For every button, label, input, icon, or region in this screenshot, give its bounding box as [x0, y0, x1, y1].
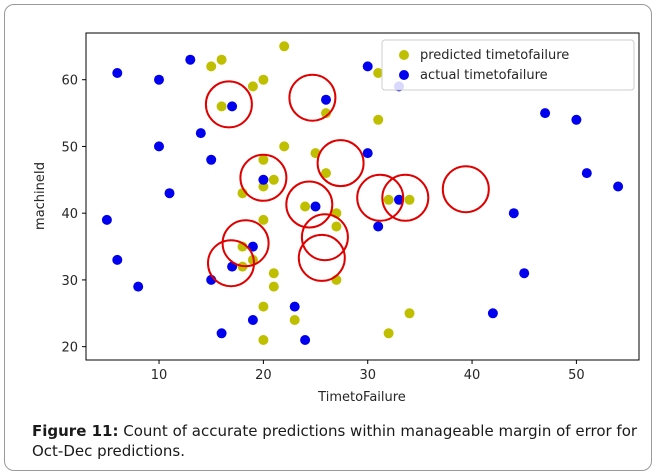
y-tick-label: 20 — [61, 341, 78, 356]
legend-box — [381, 39, 635, 91]
actual-point — [247, 315, 258, 325]
actual-point — [540, 108, 551, 119]
y-tick-label: 40 — [61, 207, 78, 222]
actual-point — [195, 128, 206, 139]
annotation-circle — [207, 239, 255, 288]
annotation-circle — [239, 153, 288, 202]
y-tick-label: 30 — [61, 274, 78, 289]
x-axis-label: TimetoFailure — [317, 390, 406, 405]
actual-point — [154, 141, 164, 152]
predicted-point — [373, 114, 384, 125]
actual-point — [216, 328, 227, 339]
annotation-circle — [381, 173, 430, 222]
actual-point — [394, 194, 404, 205]
legend: predicted timetofailure actual timetofai… — [381, 39, 635, 91]
y-tick-label: 50 — [61, 140, 78, 155]
predicted-point — [258, 74, 269, 85]
predicted-point — [279, 141, 290, 152]
actual-point — [362, 61, 373, 72]
predicted-point — [404, 194, 415, 205]
plot-area — [85, 32, 640, 361]
legend-label-predicted: predicted timetofailure — [420, 48, 569, 63]
actual-point — [258, 174, 269, 185]
predicted-point — [383, 328, 394, 339]
actual-point — [101, 214, 112, 225]
actual-point — [508, 208, 519, 219]
actual-point — [185, 54, 196, 65]
predicted-point — [258, 301, 269, 312]
actual-point — [154, 74, 164, 85]
actual-point — [289, 301, 300, 312]
points-layer — [101, 41, 624, 345]
predicted-point — [216, 54, 227, 65]
y-tick-label: 60 — [61, 74, 78, 89]
actual-point — [300, 335, 311, 345]
x-tick-label: 30 — [359, 368, 376, 383]
x-tick-label: 20 — [255, 368, 272, 383]
scatter-chart: 10 20 30 40 50 20 30 40 50 60 TimetoFailure machi… — [33, 32, 640, 405]
predicted-point — [300, 201, 311, 212]
x-tick-label: 10 — [151, 368, 168, 383]
annotation-circle — [204, 80, 253, 129]
actual-point — [206, 154, 217, 165]
predicted-point — [321, 168, 331, 179]
x-tick-label: 50 — [568, 368, 585, 383]
legend-marker-actual — [399, 70, 409, 80]
actual-point — [613, 181, 624, 192]
actual-point — [227, 101, 238, 112]
actual-point — [571, 114, 582, 125]
predicted-point — [279, 41, 290, 52]
predicted-point — [247, 81, 258, 92]
predicted-point — [404, 308, 415, 319]
annotation-circle — [356, 173, 405, 222]
actual-point — [133, 281, 144, 292]
predicted-point — [268, 174, 279, 185]
actual-point — [112, 254, 123, 265]
actual-point — [321, 94, 331, 105]
legend-marker-predicted — [399, 50, 409, 60]
annotation-circles — [204, 73, 490, 288]
annotation-circle — [300, 213, 349, 262]
predicted-point — [289, 315, 300, 325]
annotation-circle — [316, 139, 365, 188]
figure-caption: Figure 11: Count of accurate predictions… — [32, 421, 642, 461]
annotation-circle — [285, 180, 334, 229]
predicted-point — [321, 108, 331, 119]
annotation-circle — [288, 73, 337, 122]
predicted-point — [206, 61, 217, 72]
predicted-point — [331, 221, 342, 232]
actual-point — [164, 188, 175, 199]
legend-label-actual: actual timetofailure — [420, 68, 548, 83]
predicted-point — [258, 335, 269, 345]
actual-point — [519, 268, 530, 279]
predicted-point — [258, 214, 269, 225]
actual-point — [362, 148, 373, 159]
actual-point — [581, 168, 592, 179]
actual-point — [310, 201, 321, 212]
y-axis-label: machineId — [33, 162, 48, 230]
predicted-point — [383, 194, 394, 205]
actual-point — [373, 221, 384, 232]
annotation-circle — [297, 233, 346, 282]
predicted-point — [373, 68, 384, 78]
annotation-circle — [441, 165, 490, 214]
annotation-circle — [221, 219, 270, 268]
x-tick-label: 40 — [464, 368, 481, 383]
axis-ticks: 10 20 30 40 50 20 30 40 50 60 — [61, 74, 584, 383]
predicted-point — [268, 281, 279, 292]
actual-point — [112, 68, 123, 78]
predicted-point — [268, 268, 279, 279]
caption-label: Figure 11: — [32, 422, 119, 440]
predicted-point — [258, 154, 269, 165]
caption-text: Count of accurate predictions within man… — [32, 422, 638, 460]
predicted-point — [216, 101, 227, 112]
actual-point — [487, 308, 498, 319]
